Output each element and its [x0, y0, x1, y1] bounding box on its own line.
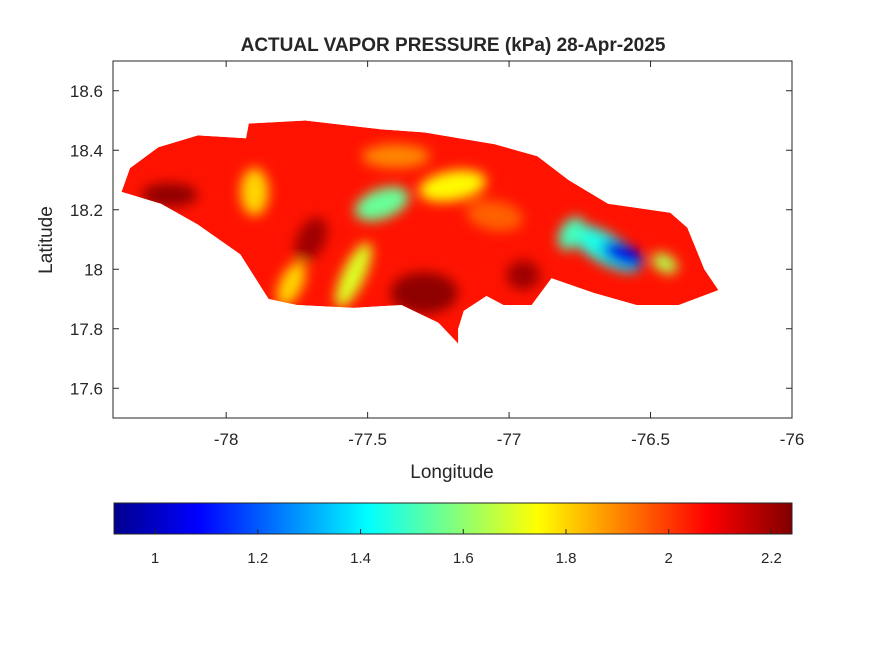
- x-tick-label: -77: [497, 430, 522, 449]
- value-region: [651, 252, 678, 274]
- y-axis: 17.6 17.8 18 18.2 18.4 18.6: [70, 82, 792, 398]
- colorbar-tick-label: 1: [151, 550, 159, 567]
- x-tick-label: -76.5: [631, 430, 670, 449]
- value-region: [419, 170, 486, 202]
- value-region: [335, 242, 372, 308]
- x-tick-label: -77.5: [348, 430, 387, 449]
- value-region: [362, 144, 430, 169]
- value-region: [466, 200, 523, 232]
- vapor-pressure-map: [121, 120, 719, 344]
- x-tick-label: -78: [214, 430, 239, 449]
- y-axis-label: Latitude: [36, 206, 57, 274]
- value-region: [240, 168, 269, 216]
- colorbar-tick-label: 1.8: [556, 550, 577, 567]
- colorbar-tick-label: 1.4: [350, 550, 371, 567]
- x-axis-label: Longitude: [410, 462, 493, 483]
- colorbar-tick-label: 1.6: [453, 550, 474, 567]
- value-region: [354, 186, 409, 221]
- colorbar-tick-label: 2.2: [761, 550, 782, 567]
- colorbar-ticks: 1 1.2 1.4 1.6 1.8 2 2.2: [151, 529, 782, 567]
- region-fill: [121, 120, 719, 344]
- y-tick-label: 17.6: [70, 379, 103, 398]
- value-region: [506, 260, 541, 291]
- y-tick-label: 18.6: [70, 82, 103, 101]
- colorbar-tick-label: 1.2: [247, 550, 268, 567]
- value-region: [601, 240, 644, 268]
- y-tick-label: 18: [84, 260, 103, 279]
- y-tick-label: 17.8: [70, 320, 103, 339]
- value-region: [558, 217, 585, 250]
- colorbar: [113, 502, 793, 535]
- x-axis: -78 -77.5 -77 -76.5 -76: [214, 61, 804, 449]
- y-tick-label: 18.2: [70, 201, 103, 220]
- colorbar-tick-label: 2: [665, 550, 673, 567]
- value-region: [294, 217, 328, 262]
- value-region: [390, 272, 459, 314]
- x-tick-label: -76: [780, 430, 805, 449]
- value-region: [141, 183, 198, 207]
- value-region: [276, 262, 306, 307]
- chart-title: ACTUAL VAPOR PRESSURE (kPa) 28-Apr-2025: [241, 35, 666, 56]
- y-tick-label: 18.4: [70, 141, 103, 160]
